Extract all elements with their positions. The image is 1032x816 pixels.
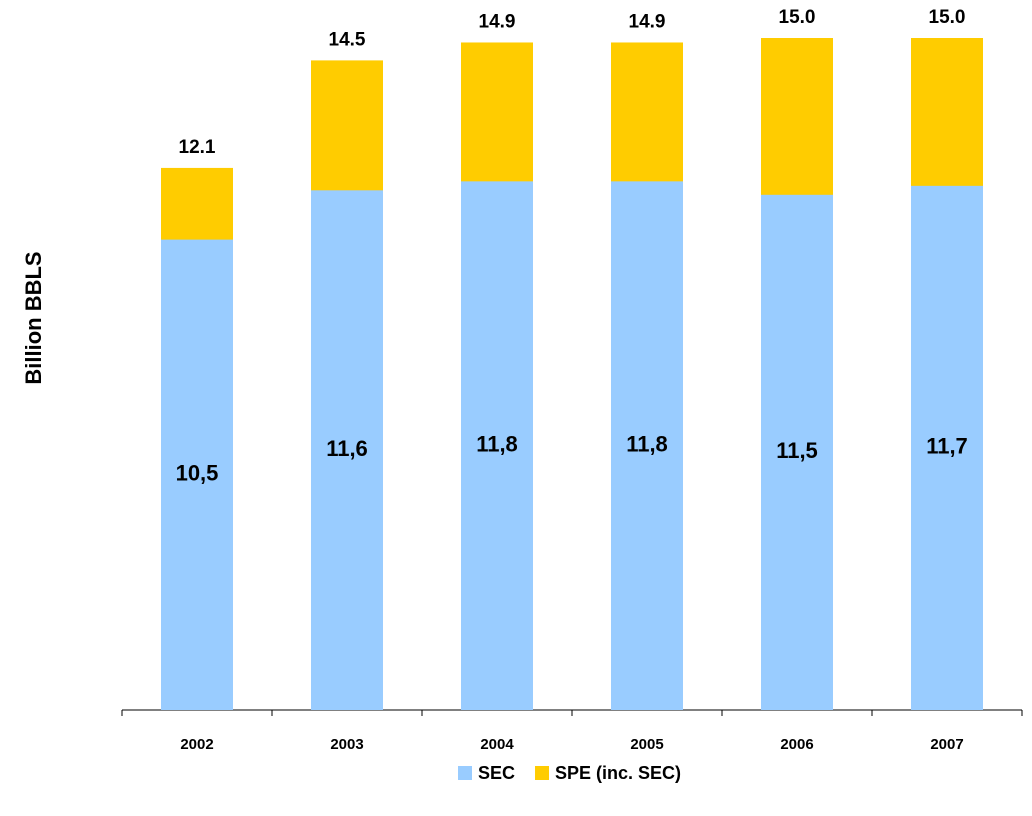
x-tick-label: 2006 bbox=[780, 736, 813, 753]
x-tick-label: 2007 bbox=[930, 736, 963, 753]
data-label: 11,5 bbox=[776, 438, 818, 463]
data-label: 15.0 bbox=[779, 7, 816, 28]
data-label: 11,6 bbox=[326, 436, 368, 461]
x-tick-label: 2004 bbox=[480, 736, 514, 753]
x-tick-label: 2005 bbox=[630, 736, 663, 753]
bar bbox=[311, 190, 383, 710]
bar bbox=[761, 194, 833, 711]
data-label: 11,8 bbox=[476, 431, 518, 456]
data-label: 15.0 bbox=[929, 7, 966, 28]
data-label: 11,8 bbox=[626, 431, 668, 456]
data-label: 14.5 bbox=[329, 29, 366, 50]
x-tick-label: 2002 bbox=[180, 736, 213, 753]
legend-label: SEC bbox=[478, 763, 515, 783]
data-label: 10,5 bbox=[176, 461, 219, 486]
data-label: 12.1 bbox=[179, 137, 216, 158]
data-label: 11,7 bbox=[926, 434, 968, 459]
bar bbox=[611, 181, 683, 711]
x-tick-label: 2003 bbox=[330, 736, 363, 753]
legend-swatch bbox=[535, 766, 550, 780]
bar bbox=[161, 239, 233, 710]
bar bbox=[911, 185, 983, 711]
legend-swatch bbox=[458, 766, 472, 780]
data-label: 14.9 bbox=[629, 11, 666, 32]
data-label: 14.9 bbox=[479, 11, 516, 32]
bar bbox=[461, 181, 533, 711]
y-axis-label: Billion BBLS bbox=[21, 251, 46, 384]
legend-label: SPE (inc. SEC) bbox=[555, 763, 681, 783]
